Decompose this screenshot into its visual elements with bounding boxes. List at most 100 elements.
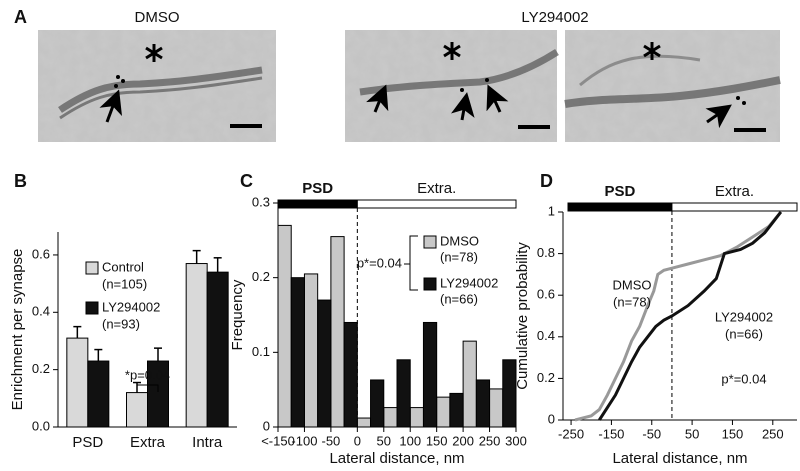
y-tick-label: 0.1	[252, 344, 270, 359]
bar	[303, 273, 319, 428]
micrograph	[345, 30, 559, 142]
bar	[383, 407, 398, 428]
x-tick-label: <-150	[261, 433, 295, 448]
x-tick-label: -250	[558, 426, 584, 441]
bar	[422, 321, 438, 428]
annotation: *p=0.04	[125, 367, 170, 382]
series-label: (n=66)	[725, 326, 763, 341]
region-bar	[567, 202, 673, 212]
region-bar	[671, 202, 798, 212]
bar	[147, 360, 169, 428]
bar	[449, 392, 464, 428]
x-axis-label: Lateral distance, nm	[612, 450, 747, 467]
x-tick-label: 150	[426, 433, 448, 448]
x-tick-label: 250	[479, 433, 501, 448]
x-tick-label: 100	[399, 433, 421, 448]
region-label: PSD	[605, 183, 636, 200]
legend-label: (n=105)	[102, 276, 147, 291]
cdf-line	[574, 211, 783, 422]
bar	[126, 392, 148, 428]
panel-label: A	[14, 7, 27, 27]
bar	[396, 359, 411, 428]
significance-bracket	[136, 384, 159, 392]
x-tick-label: 200	[452, 433, 474, 448]
x-tick-label: 50	[377, 433, 391, 448]
series-label: DMSO	[613, 277, 652, 292]
panel-label: D	[540, 171, 553, 191]
legend-label: Control	[102, 259, 144, 274]
bar	[330, 236, 345, 428]
y-tick-label: 0.2	[252, 269, 270, 284]
micrograph	[38, 30, 276, 142]
series-label: (n=78)	[613, 294, 651, 309]
x-tick-label: 300	[505, 433, 527, 448]
legend-swatch	[423, 277, 437, 291]
x-tick-label: -150	[598, 426, 624, 441]
bar	[317, 299, 332, 428]
significance-bracket	[404, 235, 418, 291]
bar	[370, 379, 385, 428]
x-tick-label: PSD	[72, 434, 103, 451]
y-tick-label: 1	[548, 203, 555, 218]
y-tick-label: 0.6	[32, 246, 50, 261]
region-bar	[277, 199, 358, 209]
legend-swatch	[85, 261, 99, 275]
legend-swatch	[85, 301, 99, 315]
legend-label: (n=66)	[440, 291, 478, 306]
bar	[66, 337, 89, 428]
y-tick-label: 0.0	[32, 418, 50, 433]
bar	[436, 396, 451, 428]
cdf-line	[598, 211, 783, 421]
annotation: p*=0.04	[721, 371, 766, 386]
bar	[475, 379, 491, 428]
panel-label: C	[240, 171, 253, 191]
bar	[502, 359, 517, 428]
legend-swatch	[423, 235, 437, 249]
legend-label: LY294002	[440, 275, 498, 290]
x-tick-label: Extra	[130, 434, 166, 451]
bar	[489, 388, 504, 428]
panel-label: B	[14, 171, 27, 191]
x-tick-label: Intra	[192, 434, 223, 451]
x-tick-label: -50	[642, 426, 661, 441]
bar	[409, 407, 424, 428]
region-label: PSD	[302, 180, 333, 197]
y-tick-label: 0.2	[537, 370, 555, 385]
y-tick-label: 0.4	[32, 304, 50, 319]
x-tick-label: 50	[685, 426, 699, 441]
image-title: DMSO	[135, 9, 180, 26]
x-tick-label: 150	[722, 426, 744, 441]
x-tick-label: -50	[321, 433, 340, 448]
x-axis-label: Lateral distance, nm	[329, 450, 464, 467]
image-title: LY294002	[521, 9, 588, 26]
y-axis-label: Cumulative probability	[514, 242, 531, 390]
bar	[343, 321, 358, 428]
series-label: LY294002	[715, 309, 773, 324]
bar	[87, 360, 110, 428]
y-tick-label: 0	[263, 418, 270, 433]
y-tick-label: 0.3	[252, 194, 270, 209]
bar	[356, 417, 372, 428]
y-tick-label: 0.2	[32, 361, 50, 376]
y-tick-label: 0	[548, 411, 555, 426]
x-tick-label: 250	[762, 426, 784, 441]
legend-label: (n=78)	[440, 249, 478, 264]
annotation: p*=0.04	[357, 255, 402, 270]
x-tick-label: 0	[354, 433, 361, 448]
x-tick-label: -100	[291, 433, 317, 448]
bar	[185, 263, 208, 428]
bar	[277, 224, 292, 428]
region-bar	[356, 199, 517, 209]
y-axis-label: Frequency	[229, 279, 246, 350]
region-label: Extra.	[715, 183, 754, 200]
legend-label: LY294002	[102, 299, 160, 314]
y-tick-label: 0.6	[537, 287, 555, 302]
bar	[290, 277, 305, 428]
y-axis-label: Enrichment per synapse	[9, 249, 26, 411]
legend-label: DMSO	[440, 233, 479, 248]
bar	[206, 271, 229, 428]
y-tick-label: 0.8	[537, 245, 555, 260]
micrograph	[564, 30, 781, 142]
region-label: Extra.	[417, 180, 456, 197]
